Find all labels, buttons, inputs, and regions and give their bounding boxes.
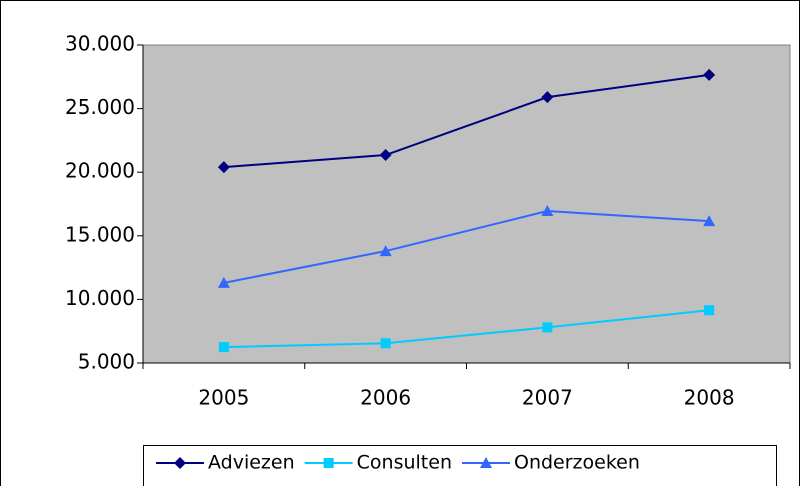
legend-label: Onderzoeken bbox=[514, 452, 640, 474]
marker bbox=[380, 338, 391, 349]
marker bbox=[703, 68, 716, 81]
marker bbox=[174, 457, 186, 469]
marker bbox=[323, 458, 334, 468]
marker bbox=[217, 161, 230, 174]
y-tick-label: 15.000 bbox=[65, 222, 135, 246]
legend-label: Adviezen bbox=[208, 452, 295, 474]
marker bbox=[218, 342, 229, 353]
y-tick-label: 25.000 bbox=[65, 95, 135, 119]
x-tick-label: 2008 bbox=[684, 386, 735, 410]
series-line bbox=[223, 73, 710, 169]
marker bbox=[541, 91, 554, 104]
series-line bbox=[223, 209, 710, 284]
marker bbox=[542, 322, 553, 333]
marker bbox=[379, 149, 392, 162]
marker bbox=[704, 305, 715, 316]
y-tick-label: 10.000 bbox=[65, 286, 135, 310]
marker bbox=[217, 276, 230, 288]
legend-label: Consulten bbox=[357, 452, 452, 474]
y-tick-label: 20.000 bbox=[65, 159, 135, 183]
marker bbox=[703, 215, 716, 227]
marker bbox=[379, 245, 392, 257]
marker bbox=[480, 457, 492, 468]
y-tick-label: 5.000 bbox=[78, 350, 135, 374]
x-tick-label: 2006 bbox=[360, 386, 411, 410]
plot-area bbox=[142, 44, 791, 364]
y-tick-label: 30.000 bbox=[65, 32, 135, 56]
marker bbox=[541, 204, 554, 216]
x-tick-label: 2007 bbox=[522, 386, 573, 410]
series-line bbox=[223, 309, 710, 349]
legend-box bbox=[143, 445, 777, 486]
x-tick-label: 2005 bbox=[198, 386, 249, 410]
